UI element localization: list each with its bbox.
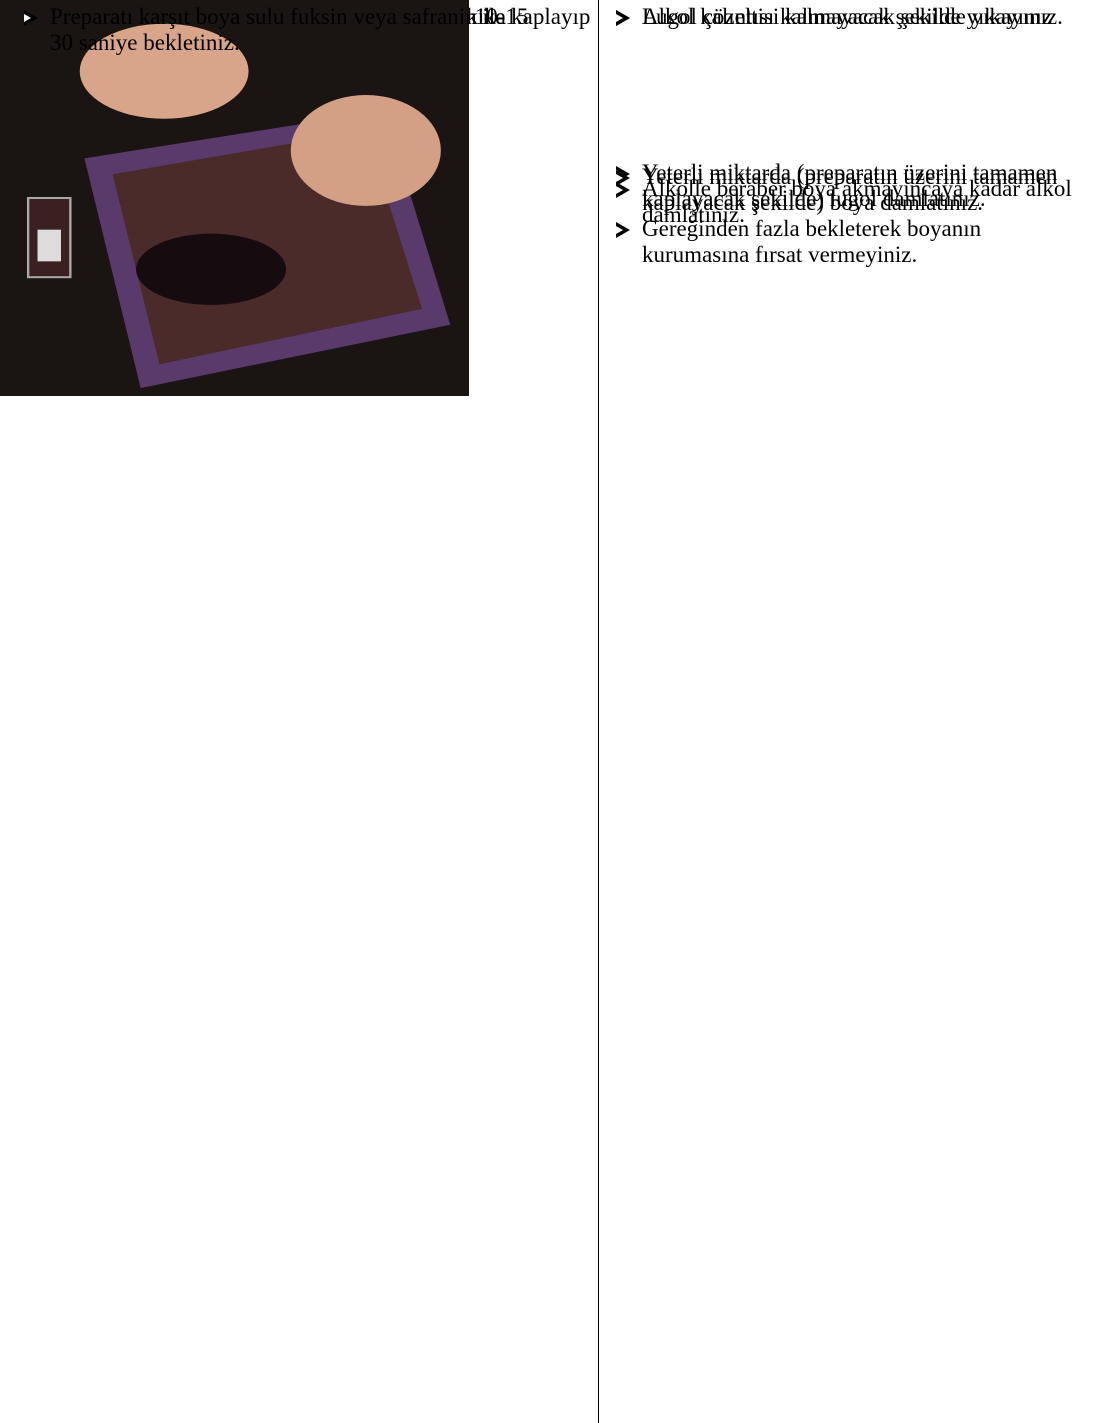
photo-drawing <box>0 0 469 396</box>
bullet-item: Alkol kalıntısı kalmayacak şekilde yıkay… <box>612 4 1094 30</box>
right-cell: Yeterli miktarda (preparatın üzerini tam… <box>598 0 1102 1423</box>
left-text: Preparatı karşıt boya sulu fuksin veya s… <box>20 4 592 56</box>
left-cell: Preparatı karşıt boya sulu fuksin veya s… <box>0 0 599 1423</box>
right-cell: Alkol kalıntısı kalmayacak şekilde yıkay… <box>598 0 1102 1423</box>
bullet-item: Gereğinden fazla bekleterek boyanın kuru… <box>612 216 1094 268</box>
right-text: Alkol kalıntısı kalmayacak şekilde yıkay… <box>612 4 1094 30</box>
photo <box>0 0 469 396</box>
bullet-item: Yeterli miktarda (preparatın üzerini tam… <box>612 164 1094 216</box>
bullet-item: Preparatı karşıt boya sulu fuksin veya s… <box>20 4 592 56</box>
right-text: Yeterli miktarda (preparatın üzerini tam… <box>612 164 1094 268</box>
